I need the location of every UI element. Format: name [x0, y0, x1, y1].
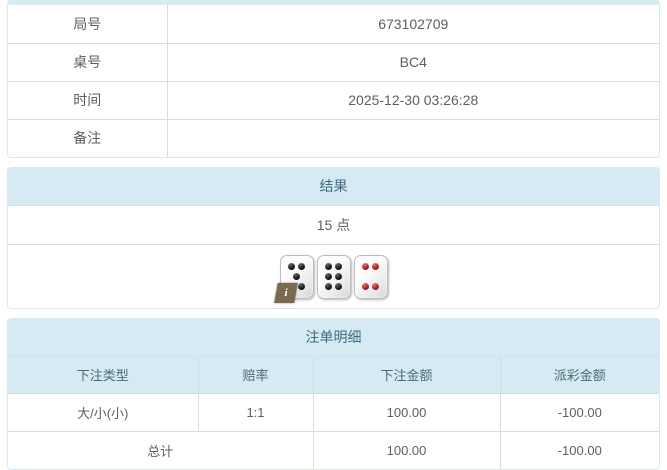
- cell-bet-amount: 100.00: [313, 393, 501, 432]
- cell-bet-type: 大/小(小): [8, 393, 199, 432]
- pip: [325, 283, 332, 290]
- cell-total-amount: 100.00: [313, 431, 501, 469]
- pip: [293, 273, 300, 280]
- dice-group: i: [273, 254, 388, 303]
- pip: [362, 283, 369, 290]
- pip: [372, 283, 379, 290]
- cell-payout-amount: -100.00: [500, 393, 659, 432]
- die-2[interactable]: [316, 254, 351, 299]
- cell-total-payout: -100.00: [557, 442, 602, 458]
- die-1[interactable]: i: [273, 254, 314, 303]
- result-panel: 结果 15 点 i: [7, 167, 660, 309]
- info-label-round-no: 局号: [8, 5, 168, 44]
- column-header-payout-amount: 派彩金额: [500, 357, 659, 394]
- result-section-title: 结果: [8, 168, 659, 206]
- round-info-panel: 局号 673102709 桌号 BC4 时间 2025-12-30 03:26:…: [7, 5, 660, 158]
- info-label-time: 时间: [8, 81, 168, 120]
- cell-odds: 1:1: [198, 393, 314, 432]
- table-row: 桌号 BC4: [8, 43, 659, 82]
- die-3[interactable]: [353, 254, 388, 299]
- page-top-strip: [7, 0, 660, 5]
- pip: [298, 263, 305, 270]
- table-row: 时间 2025-12-30 03:26:28: [8, 81, 659, 120]
- info-icon[interactable]: i: [273, 282, 298, 303]
- dice-row: i: [8, 245, 659, 308]
- info-label-remark: 备注: [8, 119, 168, 157]
- info-value-time: 2025-12-30 03:26:28: [167, 81, 659, 120]
- info-value-remark: [167, 119, 659, 157]
- pip: [335, 283, 342, 290]
- pip: [288, 263, 295, 270]
- bet-detail-table: 下注类型 赔率 下注金额 派彩金额 大/小(小) 1:1 100.00 -100…: [8, 357, 659, 469]
- pip: [325, 273, 332, 280]
- result-total-points: 15 点: [8, 206, 659, 245]
- info-value-table-no: BC4: [167, 43, 659, 82]
- table-row: 大/小(小) 1:1 100.00 -100.00: [8, 393, 659, 432]
- info-value-round-no: 673102709: [167, 5, 659, 44]
- info-label-table-no: 桌号: [8, 43, 168, 82]
- bet-section-title: 注单明细: [8, 319, 659, 357]
- pip: [362, 263, 369, 270]
- bet-detail-panel: 注单明细 下注类型 赔率 下注金额 派彩金额 大/小(小) 1:1 100.00…: [7, 318, 660, 470]
- column-header-bet-amount: 下注金额: [313, 357, 501, 394]
- pip: [298, 283, 305, 290]
- round-info-table: 局号 673102709 桌号 BC4 时间 2025-12-30 03:26:…: [8, 5, 659, 157]
- table-row: 局号 673102709: [8, 5, 659, 44]
- column-header-bet-type: 下注类型: [8, 357, 199, 394]
- column-header-odds: 赔率: [198, 357, 314, 394]
- pip: [372, 263, 379, 270]
- table-row: 备注: [8, 119, 659, 157]
- pip: [335, 263, 342, 270]
- cell-total-label: 总计: [8, 431, 314, 469]
- table-header-row: 下注类型 赔率 下注金额 派彩金额: [8, 357, 659, 394]
- pip: [325, 263, 332, 270]
- table-total-row: 总计 100.00 -100.00: [8, 431, 659, 469]
- pip: [335, 273, 342, 280]
